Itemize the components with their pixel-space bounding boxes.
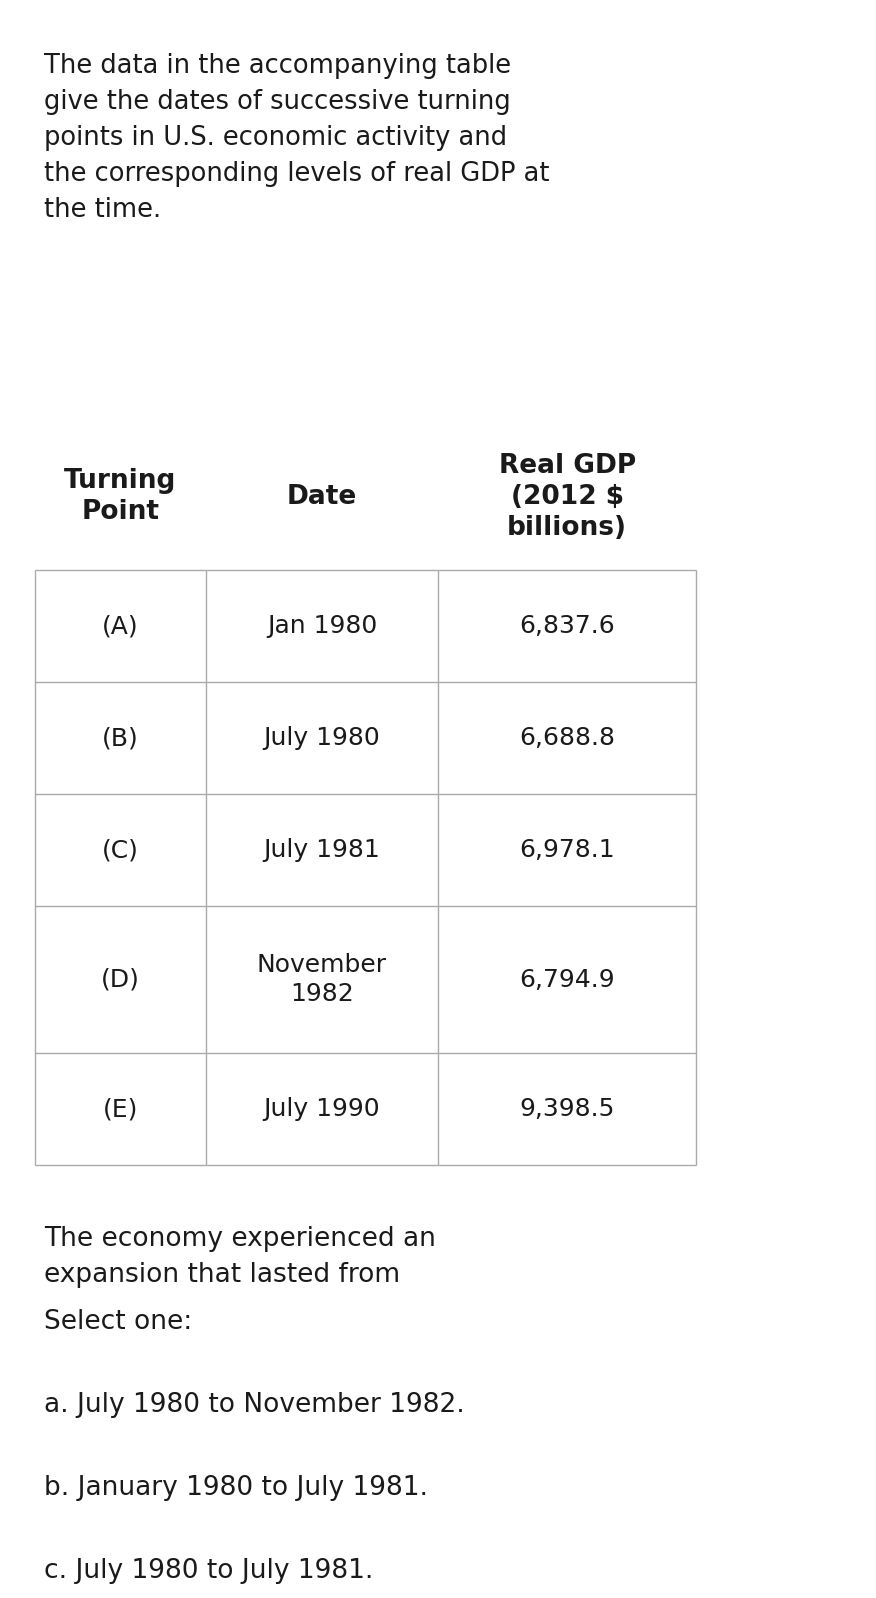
Text: a. July 1980 to November 1982.: a. July 1980 to November 1982. — [44, 1392, 464, 1417]
Text: The economy experienced an
expansion that lasted from: The economy experienced an expansion tha… — [44, 1226, 435, 1288]
Text: (D): (D) — [101, 967, 140, 992]
Text: Select one:: Select one: — [44, 1309, 192, 1334]
Text: 6,837.6: 6,837.6 — [519, 614, 615, 639]
Text: (C): (C) — [102, 837, 139, 863]
Text: 6,794.9: 6,794.9 — [519, 967, 615, 992]
Text: Date: Date — [286, 484, 357, 510]
Text: November
1982: November 1982 — [257, 952, 387, 1007]
Text: July 1980: July 1980 — [264, 725, 380, 751]
Text: 6,978.1: 6,978.1 — [519, 837, 615, 863]
Text: (A): (A) — [102, 614, 138, 639]
Text: Real GDP
(2012 $
billions): Real GDP (2012 $ billions) — [498, 452, 636, 542]
Text: (E): (E) — [102, 1096, 138, 1122]
Text: The data in the accompanying table
give the dates of successive turning
points i: The data in the accompanying table give … — [44, 53, 549, 222]
Text: c. July 1980 to July 1981.: c. July 1980 to July 1981. — [44, 1558, 373, 1584]
Text: 6,688.8: 6,688.8 — [519, 725, 615, 751]
Text: (B): (B) — [102, 725, 138, 751]
Text: Jan 1980: Jan 1980 — [267, 614, 377, 639]
Text: July 1981: July 1981 — [264, 837, 380, 863]
Text: Turning
Point: Turning Point — [64, 468, 177, 526]
Text: 9,398.5: 9,398.5 — [519, 1096, 615, 1122]
Text: b. January 1980 to July 1981.: b. January 1980 to July 1981. — [44, 1475, 427, 1501]
Text: July 1990: July 1990 — [264, 1096, 380, 1122]
